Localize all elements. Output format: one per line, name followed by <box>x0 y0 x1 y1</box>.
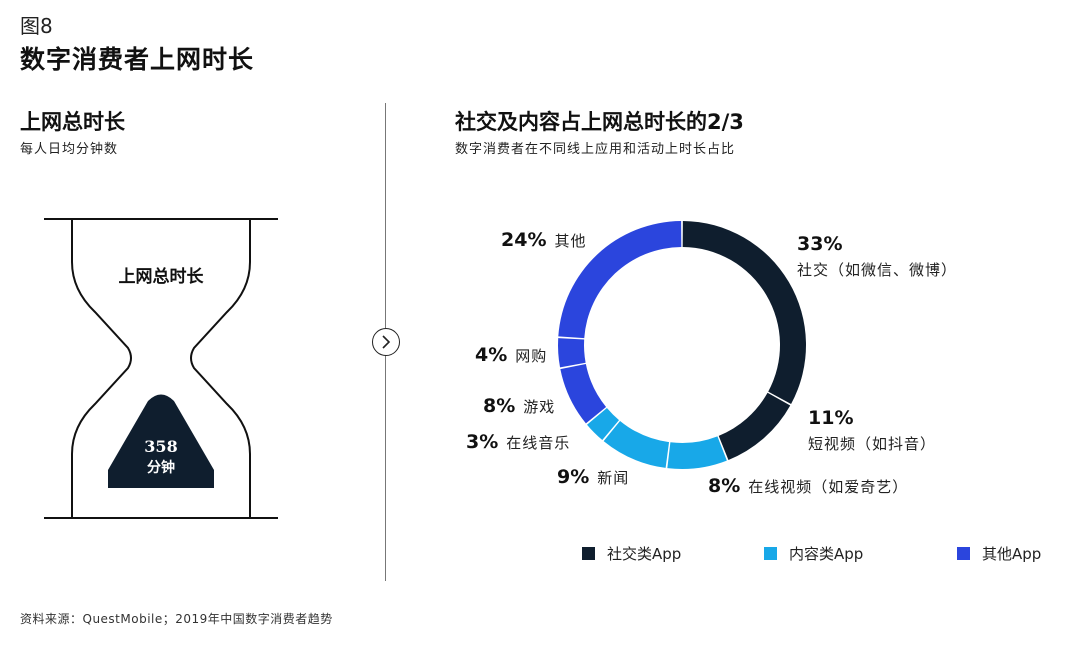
slice-label: 9% 新闻 <box>557 466 629 488</box>
slice-percent: 3% <box>466 431 499 453</box>
slice-name: 网购 <box>515 347 548 365</box>
slice-label: 4% 网购 <box>475 344 547 366</box>
slice-label: 33% 社交（如微信、微博） <box>797 233 957 280</box>
legend-swatch-social <box>582 547 595 560</box>
slice-percent: 8% <box>483 395 516 417</box>
legend-swatch-content <box>764 547 777 560</box>
donut-slice <box>560 364 607 424</box>
donut-slice <box>603 420 670 468</box>
slice-name: 新闻 <box>597 469 630 487</box>
slice-percent: 8% <box>708 475 741 497</box>
source-note: 资料来源：QuestMobile；2019年中国数字消费者趋势 <box>20 612 333 626</box>
hourglass-label: 上网总时长 <box>118 267 204 287</box>
legend-label: 其他App <box>982 545 1042 563</box>
slice-percent: 4% <box>475 344 508 366</box>
slice-label: 8% 在线视频（如爱奇艺） <box>708 475 908 497</box>
slice-percent: 11% <box>808 407 854 429</box>
hourglass-value: 358 <box>144 437 178 456</box>
donut-slice <box>557 338 586 368</box>
slice-name: 在线音乐 <box>506 434 571 452</box>
legend-social: 社交类App <box>582 543 681 564</box>
page-title: 数字消费者上网时长 <box>20 45 255 74</box>
slice-label: 24% 其他 <box>501 229 587 251</box>
legend-other: 其他App <box>957 543 1041 564</box>
hourglass-sand <box>108 394 214 488</box>
donut-slice <box>667 436 727 469</box>
hourglass-unit: 分钟 <box>147 460 175 476</box>
slice-percent: 9% <box>557 466 590 488</box>
slice-name: 短视频（如抖音） <box>808 435 937 453</box>
donut-slice <box>682 221 806 404</box>
slice-name: 在线视频（如爱奇艺） <box>748 478 909 496</box>
slice-percent: 24% <box>501 229 547 251</box>
legend-label: 内容类App <box>789 545 864 563</box>
donut-slice <box>587 407 620 440</box>
slice-label: 11% 短视频（如抖音） <box>808 407 936 454</box>
donut-slice <box>558 221 682 339</box>
donut-slice <box>718 392 791 460</box>
legend-label: 社交类App <box>607 545 682 563</box>
legend-swatch-other <box>957 547 970 560</box>
slice-name: 社交（如微信、微博） <box>797 261 958 279</box>
slice-name: 其他 <box>554 232 587 250</box>
slice-label: 3% 在线音乐 <box>466 431 570 453</box>
chevron-right-icon <box>372 328 400 356</box>
left-panel-title: 上网总时长 <box>20 110 125 134</box>
slice-label: 8% 游戏 <box>483 395 555 417</box>
chart-title: 社交及内容占上网总时长的2/3 <box>455 110 744 134</box>
chart-subtitle: 数字消费者在不同线上应用和活动上时长占比 <box>455 142 736 157</box>
legend-content: 内容类App <box>764 543 863 564</box>
left-panel-subtitle: 每人日均分钟数 <box>20 142 119 157</box>
slice-name: 游戏 <box>523 398 556 416</box>
hourglass-outline <box>71 219 251 518</box>
figure-label: 图8 <box>20 14 53 38</box>
slice-percent: 33% <box>797 233 843 255</box>
hourglass-graphic <box>44 218 278 519</box>
